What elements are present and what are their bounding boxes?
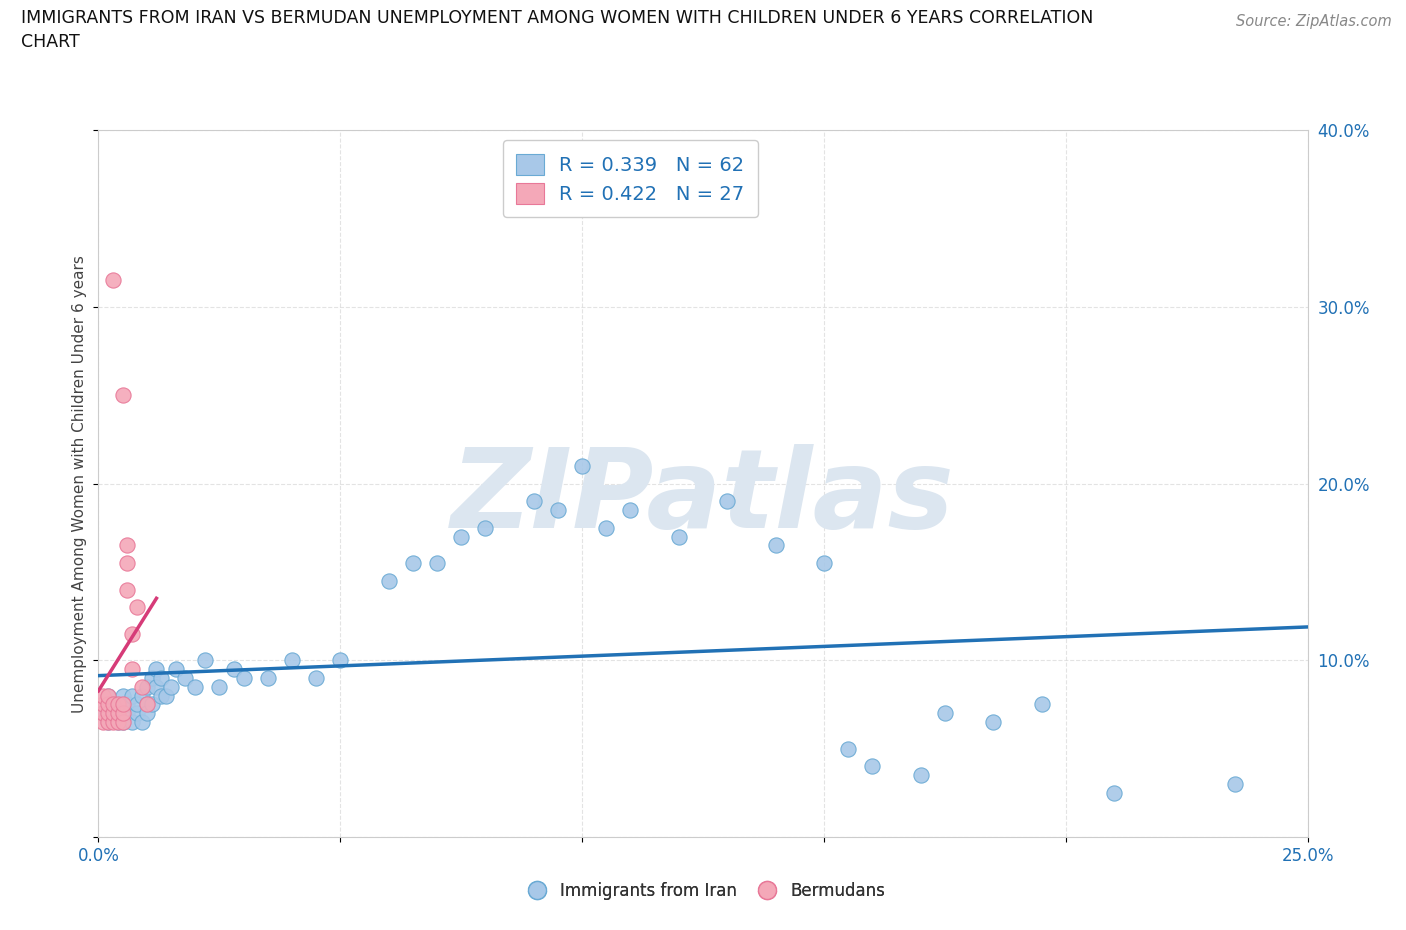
Point [208,679,231,694]
Point [910,768,932,783]
Point [934,706,956,721]
Point [127,600,149,615]
Point [174,671,197,685]
Point [141,698,163,712]
Point [155,688,177,703]
Point [837,741,859,756]
Point [160,679,183,694]
Point [1031,698,1053,712]
Point [97,706,120,721]
Point [523,494,546,509]
Point [107,706,129,721]
Point [111,706,134,721]
Point [121,714,143,729]
Point [97,688,120,703]
Point [101,706,124,721]
Point [145,662,167,677]
Point [135,706,157,721]
Point [117,706,139,721]
Point [150,671,173,685]
Point [141,671,163,685]
Point [426,556,449,571]
Point [101,714,124,729]
Point [117,582,139,597]
Point [131,679,153,694]
Point [981,714,1004,729]
Point [91,714,114,729]
Point [121,662,143,677]
Point [668,529,690,544]
Point [547,502,569,517]
Point [121,688,143,703]
Point [256,671,278,685]
Point [121,627,143,642]
Point [91,706,114,721]
Point [281,653,304,668]
Point [474,521,496,536]
Point [135,679,157,694]
Point [101,698,124,712]
Point [860,759,883,774]
Point [165,662,187,677]
Point [194,653,217,668]
Point [305,671,328,685]
Point [131,688,153,703]
Text: IMMIGRANTS FROM IRAN VS BERMUDAN UNEMPLOYMENT AMONG WOMEN WITH CHILDREN UNDER 6 : IMMIGRANTS FROM IRAN VS BERMUDAN UNEMPLO… [21,9,1094,27]
Point [232,671,254,685]
Point [813,556,835,571]
Point [111,698,134,712]
Point [619,502,641,517]
Point [571,458,593,473]
Point [402,556,425,571]
Point [97,714,120,729]
Point [117,538,139,552]
Text: ZIPatlas: ZIPatlas [451,445,955,551]
Point [111,388,134,403]
Point [127,706,149,721]
Point [107,706,129,721]
Point [117,556,139,571]
Point [101,273,124,288]
Point [97,698,120,712]
Point [1223,777,1246,791]
Y-axis label: Unemployment Among Women with Children Under 6 years: Unemployment Among Women with Children U… [72,255,87,712]
Point [131,714,153,729]
Point [111,714,134,729]
Point [97,714,120,729]
Point [150,688,173,703]
Point [91,706,114,721]
Text: Source: ZipAtlas.com: Source: ZipAtlas.com [1236,14,1392,29]
Point [184,679,207,694]
Point [101,698,124,712]
Point [329,653,352,668]
Point [107,714,129,729]
Point [111,698,134,712]
Point [127,698,149,712]
Point [111,714,134,729]
Point [117,698,139,712]
Point [222,662,245,677]
Point [595,521,617,536]
Point [107,714,129,729]
Point [91,688,114,703]
Text: CHART: CHART [21,33,80,50]
Point [91,698,114,712]
Point [377,573,399,589]
Point [135,698,157,712]
Point [450,529,472,544]
Point [97,688,120,703]
Point [145,679,167,694]
Legend: Immigrants from Iran, Bermudans: Immigrants from Iran, Bermudans [513,875,893,907]
Point [107,698,129,712]
Point [765,538,787,552]
Point [101,706,124,721]
Point [716,494,738,509]
Point [1102,785,1125,800]
Point [135,698,157,712]
Point [111,688,134,703]
